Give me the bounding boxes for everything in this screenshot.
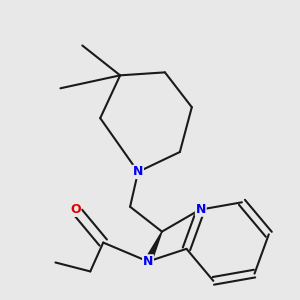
Polygon shape: [145, 232, 162, 263]
Text: N: N: [133, 165, 143, 178]
Text: O: O: [70, 203, 81, 216]
Text: N: N: [196, 203, 206, 216]
Text: N: N: [143, 255, 153, 268]
